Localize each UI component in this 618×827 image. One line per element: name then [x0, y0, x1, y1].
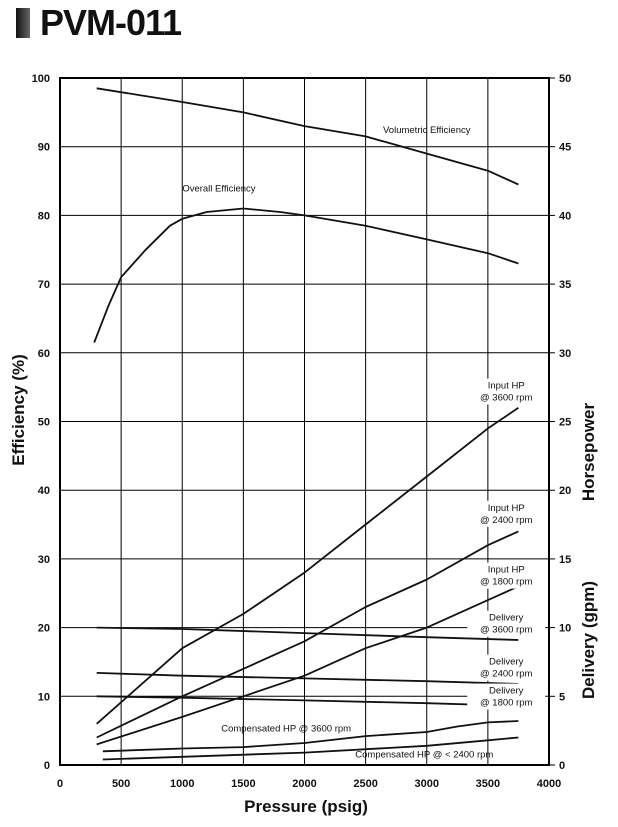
series-line-overall-efficiency — [93, 207, 519, 343]
y-right-tick-label: 10 — [559, 623, 571, 635]
x-tick-label: 3000 — [415, 778, 439, 790]
y-right-tick-label: 35 — [559, 279, 571, 291]
y-right-tick-label: 5 — [559, 691, 565, 703]
y-left-tick-label: 50 — [38, 417, 50, 429]
y-left-tick-label: 0 — [44, 760, 50, 772]
series-line-input-hp-1800-rpm — [96, 585, 519, 746]
series-label-compensated-hp-3600-rpm: Compensated HP @ 3600 rpm — [221, 723, 351, 734]
series-labels: Volumetric Efficiency Overall Efficiency I… — [182, 125, 546, 760]
x-tick-label: 2000 — [292, 778, 316, 790]
y-axis-left-label: Efficiency (%) — [9, 354, 28, 465]
series-label-overall-efficiency: Overall Efficiency — [182, 183, 255, 194]
y-left-tick-label: 100 — [32, 73, 50, 85]
y-axis-right-label-delivery: Delivery (gpm) — [579, 581, 598, 699]
x-tick-label: 2500 — [353, 778, 377, 790]
y-axis-right-label-horsepower: Horsepower — [579, 402, 598, 501]
y-left-tick-label: 60 — [38, 348, 50, 360]
y-right-tick-label: 20 — [559, 485, 571, 497]
series-line-delivery-1800-rpm — [96, 695, 519, 707]
y-right-tick-label: 50 — [559, 73, 571, 85]
y-right-tick-label: 25 — [559, 417, 571, 429]
title-bar-decoration — [16, 8, 30, 38]
series-line-delivery-2400-rpm — [96, 672, 519, 685]
page-title: PVM-011 — [40, 2, 182, 43]
x-tick-label: 1500 — [231, 778, 255, 790]
x-axis-label: Pressure (psig) — [244, 797, 368, 816]
series-label-background — [467, 654, 546, 681]
series-label-compensated-hp-2400-rpm: Compensated HP @ < 2400 rpm — [355, 749, 493, 760]
y-right-tick-label: 30 — [559, 348, 571, 360]
series-lines — [93, 87, 519, 761]
series-label-input-hp-1800-rpm: @ 1800 rpm — [480, 577, 533, 588]
y-left-tick-label: 70 — [38, 279, 50, 291]
series-line-input-hp-2400-rpm — [96, 530, 519, 739]
series-label-input-hp-2400-rpm: Input HP — [488, 503, 525, 514]
series-line-compensated-hp-2400-rpm — [102, 736, 519, 761]
x-tick-label: 3500 — [476, 778, 500, 790]
x-tick-label: 500 — [112, 778, 130, 790]
series-label-volumetric-efficiency: Volumetric Efficiency — [383, 125, 471, 136]
series-label-input-hp-3600-rpm: Input HP — [488, 381, 525, 392]
y-left-tick-label: 80 — [38, 210, 50, 222]
series-line-delivery-3600-rpm — [96, 626, 519, 641]
series-label-background — [467, 683, 546, 710]
y-right-tick-label: 45 — [559, 142, 571, 154]
series-label-delivery-3600-rpm: @ 3600 rpm — [480, 625, 533, 636]
x-tick-label: 4000 — [537, 778, 561, 790]
y-left-tick-label: 30 — [38, 554, 50, 566]
series-label-background — [467, 378, 546, 405]
series-label-background — [467, 500, 546, 527]
y-right-tick-label: 15 — [559, 554, 571, 566]
series-line-input-hp-3600-rpm — [96, 407, 519, 725]
series-line-volumetric-efficiency — [96, 87, 519, 186]
y-right-tick-label: 40 — [559, 210, 571, 222]
x-tick-label: 1000 — [170, 778, 194, 790]
series-label-delivery-1800-rpm: Delivery — [489, 686, 524, 697]
y-left-tick-label: 40 — [38, 485, 50, 497]
y-left-tick-label: 90 — [38, 142, 50, 154]
y-left-tick-label: 20 — [38, 623, 50, 635]
series-label-delivery-2400-rpm: @ 2400 rpm — [480, 669, 533, 680]
series-label-delivery-1800-rpm: @ 1800 rpm — [480, 698, 533, 709]
series-label-delivery-2400-rpm: Delivery — [489, 657, 524, 668]
series-label-input-hp-2400-rpm: @ 2400 rpm — [480, 515, 533, 526]
series-label-background — [467, 610, 546, 637]
series-label-background — [467, 562, 546, 589]
series-line-compensated-hp-3600-rpm — [102, 720, 519, 753]
x-tick-label: 0 — [57, 778, 63, 790]
y-right-tick-label: 0 — [559, 760, 565, 772]
series-label-input-hp-3600-rpm: @ 3600 rpm — [480, 393, 533, 404]
axes: 0 500 1000 1500 2000 2500 3000 3500 400001020304… — [32, 73, 572, 790]
y-left-tick-label: 10 — [38, 691, 50, 703]
series-label-delivery-3600-rpm: Delivery — [489, 613, 524, 624]
series-label-input-hp-1800-rpm: Input HP — [488, 565, 525, 576]
